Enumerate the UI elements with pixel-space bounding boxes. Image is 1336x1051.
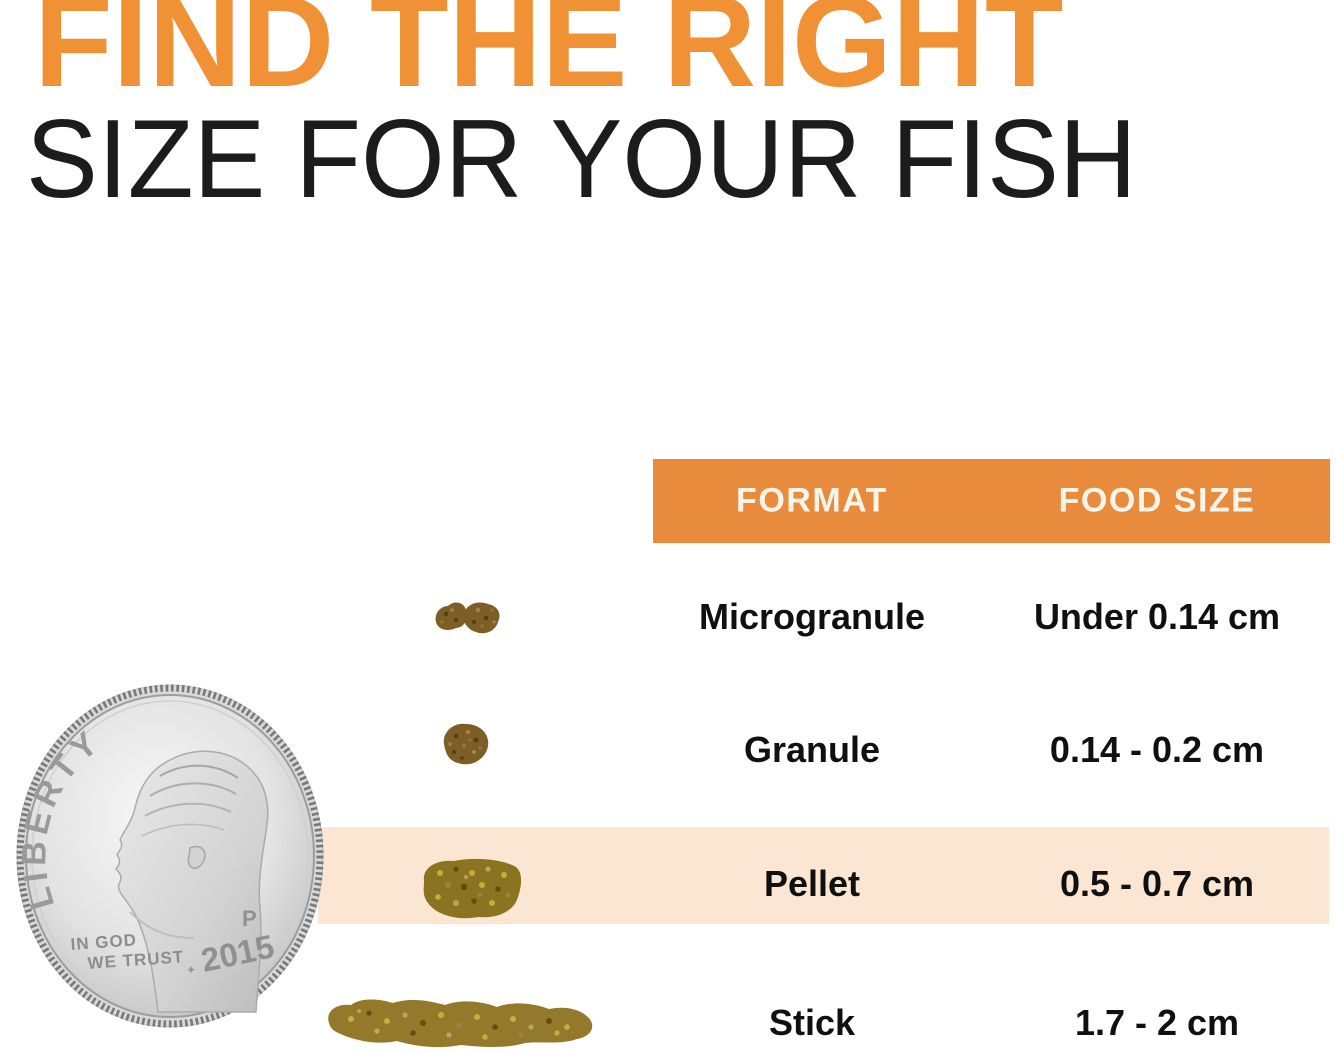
row-microgranule-format: Microgranule <box>698 596 926 637</box>
row-stick-size: 1.7 - 2 cm <box>1074 1002 1240 1043</box>
row-stick-format: Stick <box>768 1002 856 1043</box>
dime-coin-icon: LIBERTY IN GOD WE TRUST P ✦ 2015 <box>8 680 332 1032</box>
roosevelt-profile <box>114 750 269 1013</box>
dime-coin-svg: LIBERTY IN GOD WE TRUST P ✦ 2015 <box>15 684 324 1028</box>
coin-mint-mark: P <box>242 906 257 931</box>
coin-ear-detail <box>187 845 206 869</box>
page-title-line1: FIND THE RIGHT <box>34 0 1064 114</box>
microgranule-food-icon <box>435 602 500 634</box>
column-header-food-size: FOOD SIZE <box>1058 481 1256 520</box>
coin-motto-line1: IN GOD <box>70 930 138 954</box>
table-header-bar: FORMAT FOOD SIZE <box>653 459 1330 543</box>
page-title-line2: SIZE FOR YOUR FISH <box>26 97 1137 221</box>
pellet-food-icon <box>423 858 522 919</box>
row-pellet-size: 0.5 - 0.7 cm <box>1059 863 1255 904</box>
row-microgranule-size: Under 0.14 cm <box>1033 596 1281 637</box>
coin-star-icon: ✦ <box>186 963 196 977</box>
column-header-format: FORMAT <box>736 481 888 520</box>
row-granule-format: Granule <box>743 729 881 770</box>
granule-food-icon <box>443 723 489 765</box>
row-pellet-format: Pellet <box>763 863 861 904</box>
row-granule-size: 0.14 - 0.2 cm <box>1049 729 1265 770</box>
stick-food-icon <box>328 999 593 1048</box>
